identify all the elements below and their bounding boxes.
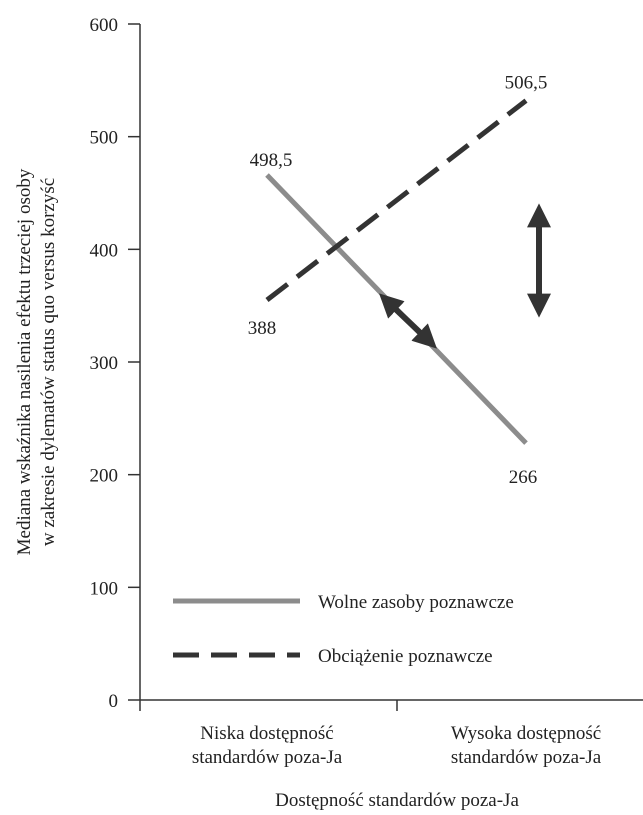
- y-ticks: 0 100 200 300 400 500 600: [90, 15, 140, 712]
- y-tick-label: 100: [90, 578, 119, 599]
- data-label-obciazenie-niska: 388: [248, 318, 277, 339]
- x-tick-labels: Niska dostępność standardów poza-Ja Wysoka…: [192, 723, 602, 768]
- legend-label-obciazenie: Obciążenie poznawcze: [318, 646, 493, 667]
- data-label-wolne-wysoka: 266: [509, 467, 538, 488]
- data-label-obciazenie-wysoka: 506,5: [505, 73, 548, 94]
- y-tick-label: 300: [90, 353, 119, 374]
- y-tick-label: 0: [109, 691, 119, 712]
- x-tick-label: Wysoka dostępność: [451, 723, 601, 744]
- y-tick-label: 500: [90, 128, 119, 149]
- legend: Wolne zasoby poznawcze Obciążenie poznaw…: [173, 592, 514, 667]
- y-tick-label: 600: [90, 15, 119, 36]
- data-label-wolne-niska: 498,5: [250, 150, 293, 171]
- y-axis-title-line-2: w zakresie dylematów status quo versus k…: [38, 178, 59, 546]
- x-tick-label: Niska dostępność: [200, 723, 334, 744]
- y-axis-title: Mediana wskaźnika nasilenia efektu trzec…: [14, 168, 59, 555]
- x-tick-label: standardów poza-Ja: [192, 747, 343, 768]
- diagonal-double-arrow-icon: [379, 293, 437, 349]
- y-axis-title-line-1: Mediana wskaźnika nasilenia efektu trzec…: [14, 168, 35, 555]
- y-tick-label: 400: [90, 240, 119, 261]
- x-axis-title: Dostępność standardów poza-Ja: [275, 790, 519, 811]
- x-tick-label: standardów poza-Ja: [451, 747, 602, 768]
- series-line-obciazenie: [265, 98, 528, 303]
- legend-label-wolne-zasoby: Wolne zasoby poznawcze: [318, 592, 514, 613]
- y-tick-label: 200: [90, 466, 119, 487]
